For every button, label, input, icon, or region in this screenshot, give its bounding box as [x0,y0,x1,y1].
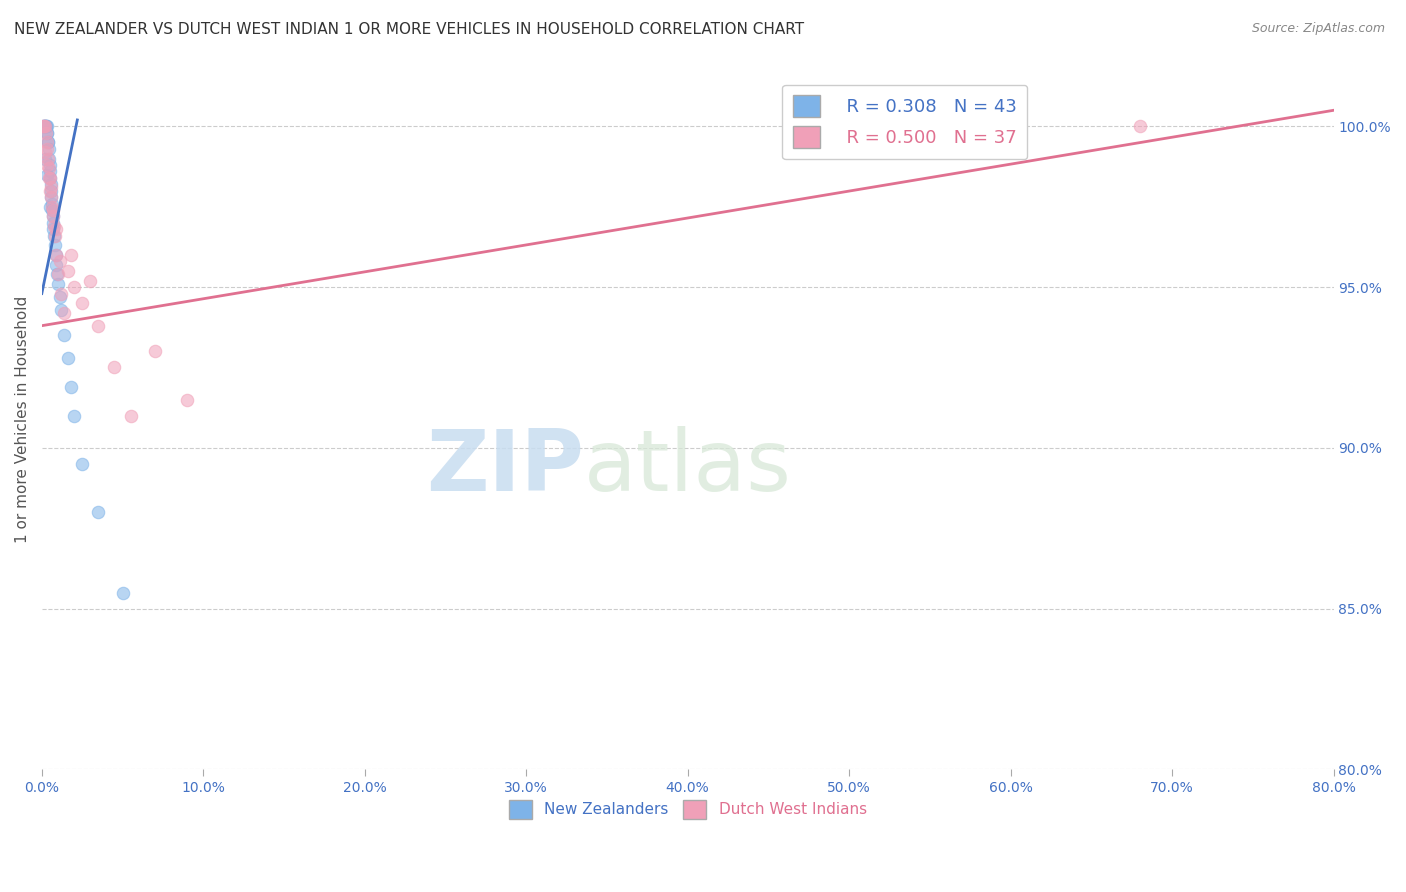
Point [35,120,58,134]
Point [34,120,56,134]
Point [37,136,59,150]
Point [42,210,65,224]
Point [37,136,59,150]
Point [46,277,69,291]
Point [56,264,79,278]
Point [51,286,73,301]
Point [32,120,55,134]
Y-axis label: 1 or more Vehicles in Household: 1 or more Vehicles in Household [15,295,30,542]
Point [35,126,58,140]
Point [41,190,63,204]
Point [103,360,125,375]
Point [44,248,66,262]
Point [1129,120,1152,134]
Point [87,318,110,333]
Point [35,120,58,134]
Point [38,152,60,166]
Point [35,120,58,134]
Point [70,457,93,471]
Point [39,184,62,198]
Point [44,222,66,236]
Text: Source: ZipAtlas.com: Source: ZipAtlas.com [1251,22,1385,36]
Point [48,290,70,304]
Point [41,200,63,214]
Point [38,158,60,172]
Point [59,248,82,262]
Point [32,120,55,134]
Point [176,392,198,407]
Point [41,190,63,204]
Point [143,344,166,359]
Point [39,178,62,192]
Point [44,228,66,243]
Point [38,170,60,185]
Legend: New Zealanders, Dutch West Indians: New Zealanders, Dutch West Indians [502,794,873,825]
Point [38,164,60,178]
Point [37,142,59,156]
Point [39,184,62,198]
Point [32,120,55,134]
Point [39,180,62,194]
Point [63,409,86,423]
Point [56,351,79,365]
Point [37,126,59,140]
Point [38,200,60,214]
Point [45,248,67,262]
Point [45,258,67,272]
Point [37,152,59,166]
Point [39,170,62,185]
Point [35,168,58,182]
Point [34,120,56,134]
Point [42,222,65,236]
Point [35,126,58,140]
Point [41,196,63,211]
Point [42,228,65,243]
Point [38,170,60,185]
Point [35,136,58,150]
Point [120,409,142,423]
Point [32,120,55,134]
Point [38,142,60,156]
Point [42,216,65,230]
Point [34,152,56,166]
Point [53,328,76,343]
Point [53,306,76,320]
Point [87,505,110,519]
Point [32,120,55,134]
Point [79,274,101,288]
Point [42,202,65,217]
Point [41,202,63,217]
Text: atlas: atlas [585,426,793,509]
Point [70,296,93,310]
Point [63,280,86,294]
Point [51,302,73,317]
Text: NEW ZEALANDER VS DUTCH WEST INDIAN 1 OR MORE VEHICLES IN HOUSEHOLD CORRELATION C: NEW ZEALANDER VS DUTCH WEST INDIAN 1 OR … [14,22,804,37]
Point [59,380,82,394]
Point [48,254,70,268]
Point [34,120,56,134]
Point [46,267,69,281]
Point [38,161,60,176]
Point [34,145,56,160]
Text: ZIP: ZIP [426,426,585,509]
Point [42,219,65,233]
Point [44,238,66,252]
Point [111,585,134,599]
Point [46,267,69,281]
Point [42,210,65,224]
Point [35,158,58,172]
